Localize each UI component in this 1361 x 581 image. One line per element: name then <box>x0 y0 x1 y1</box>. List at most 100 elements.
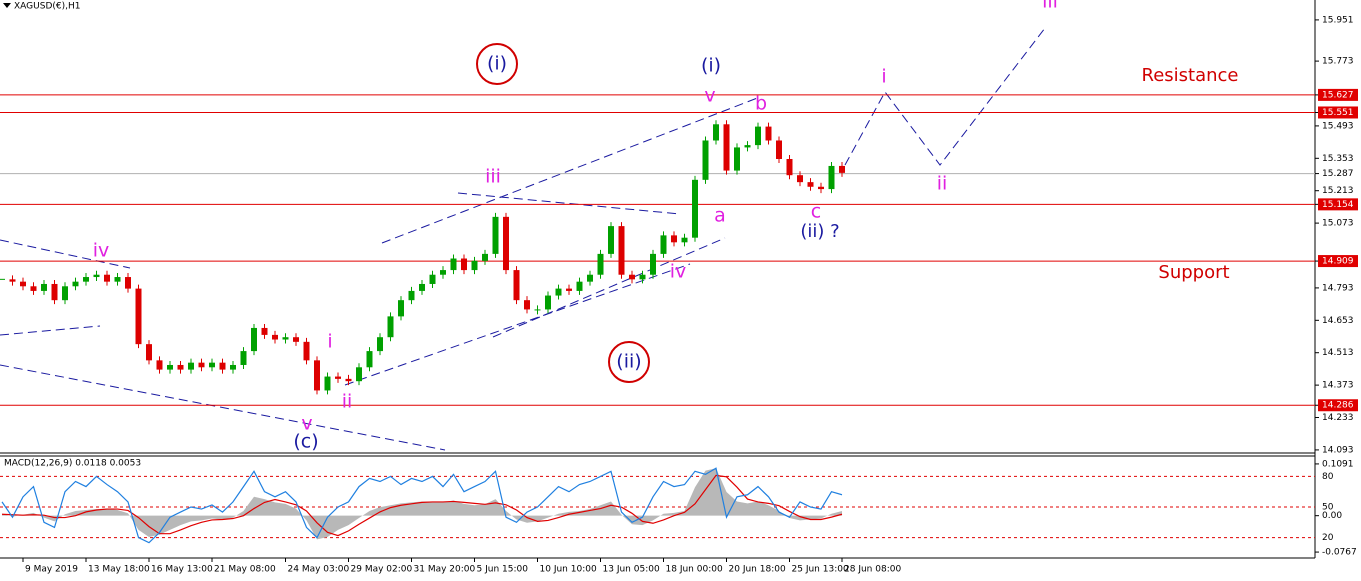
candle <box>408 290 415 301</box>
candle <box>314 360 320 391</box>
wave-label: iii <box>485 166 501 188</box>
candle <box>639 274 646 280</box>
y-tick-label: 15.154 <box>1322 200 1354 210</box>
price-tag <box>1318 198 1358 211</box>
candle <box>230 364 236 370</box>
candle <box>618 226 625 275</box>
candle <box>818 186 824 190</box>
indicator-line <box>1 467 843 544</box>
x-tick-label: 20 Jun 18:00 <box>729 565 786 575</box>
candle <box>608 226 614 254</box>
candle <box>282 337 289 340</box>
wave-label: iv <box>93 240 110 262</box>
candle <box>797 175 803 183</box>
candle <box>692 179 698 238</box>
candle <box>513 270 520 301</box>
y-tick-label: 14.093 <box>1322 445 1354 455</box>
candle <box>83 277 89 282</box>
x-tick-label: 9 May 2019 <box>25 565 78 575</box>
candle <box>398 300 404 317</box>
wave-label: Resistance <box>1142 65 1239 86</box>
trend-line <box>0 364 446 451</box>
trend-line <box>381 96 761 244</box>
candle <box>765 126 772 141</box>
candle <box>681 237 688 243</box>
y-tick-label: -0.0767 <box>1322 548 1357 558</box>
candle <box>807 182 814 187</box>
y-tick-label: 15.773 <box>1322 57 1354 67</box>
price-tag <box>1318 255 1358 268</box>
candle <box>755 126 761 146</box>
wave-label: (i) <box>487 53 507 75</box>
x-tick-label: 5 Jun 15:00 <box>477 565 529 575</box>
candle <box>41 283 47 291</box>
trend-line <box>0 325 101 336</box>
wave-label: ii <box>342 391 353 413</box>
candle <box>335 376 341 379</box>
candle <box>545 295 551 310</box>
trend-line <box>344 263 691 386</box>
candle <box>146 344 152 361</box>
price-tag <box>1318 106 1358 119</box>
y-tick-label: 15.287 <box>1322 169 1354 179</box>
trend-line <box>492 237 726 338</box>
candle <box>524 300 530 310</box>
candle <box>482 253 488 261</box>
y2-tick-label: 50 <box>1322 503 1334 513</box>
candle <box>471 260 478 271</box>
candle <box>209 362 215 368</box>
candle <box>828 165 835 190</box>
projection <box>844 27 1046 166</box>
candle <box>566 288 572 291</box>
wave-label: iii <box>1042 0 1058 13</box>
y-tick-label: 14.793 <box>1322 283 1354 293</box>
y-tick-label: 15.073 <box>1322 219 1354 229</box>
menu-arrow[interactable] <box>3 3 11 8</box>
price-tag <box>1318 88 1358 101</box>
candle <box>30 286 37 291</box>
y-tick-label: 15.627 <box>1322 90 1354 100</box>
candle <box>555 288 562 296</box>
candle <box>744 145 751 148</box>
y-tick-label: 15.951 <box>1322 15 1354 25</box>
symbol: XAGUSD(€),H1 <box>14 2 80 12</box>
x-tick-label: 25 Jun 13:00 <box>792 565 849 575</box>
trend-line <box>457 192 681 215</box>
candle <box>660 235 667 254</box>
wave-label: b <box>755 93 767 115</box>
candle <box>272 334 278 340</box>
x-tick-label: 18 Jun 00:00 <box>666 565 723 575</box>
candle <box>261 327 268 335</box>
y-tick-label: 14.909 <box>1322 257 1354 267</box>
candle <box>198 362 205 368</box>
annotation-circle <box>608 341 650 383</box>
x-tick-label: 13 Jun 05:00 <box>603 565 660 575</box>
y-tick-label: 14.233 <box>1322 413 1354 423</box>
candle <box>387 316 394 338</box>
wave-label: iv <box>670 261 687 283</box>
x-tick-label: 21 May 08:00 <box>214 565 276 575</box>
x-tick-label: 31 May 20:00 <box>414 565 476 575</box>
candle <box>62 286 68 301</box>
annotation-circle <box>476 43 518 85</box>
wave-lines <box>0 27 1046 451</box>
candle <box>786 158 793 176</box>
candle <box>734 147 740 171</box>
candle <box>534 309 541 311</box>
x-tick-label: 28 Jun 08:00 <box>844 565 901 575</box>
x-tick-label: 16 May 13:00 <box>151 565 213 575</box>
price-tag <box>1318 399 1358 412</box>
y-tick-label: 15.551 <box>1322 108 1354 118</box>
wave-label: i <box>881 66 886 88</box>
candle <box>167 364 173 370</box>
candle <box>377 337 383 352</box>
y2-tick-label: 20 <box>1322 533 1334 543</box>
candle <box>702 140 709 180</box>
wave-label: i <box>327 331 332 353</box>
candle <box>366 351 373 368</box>
candle <box>93 274 100 278</box>
y2-tick-label: 80 <box>1322 472 1334 482</box>
y-tick-label: 14.373 <box>1322 381 1354 391</box>
candle <box>461 258 467 271</box>
